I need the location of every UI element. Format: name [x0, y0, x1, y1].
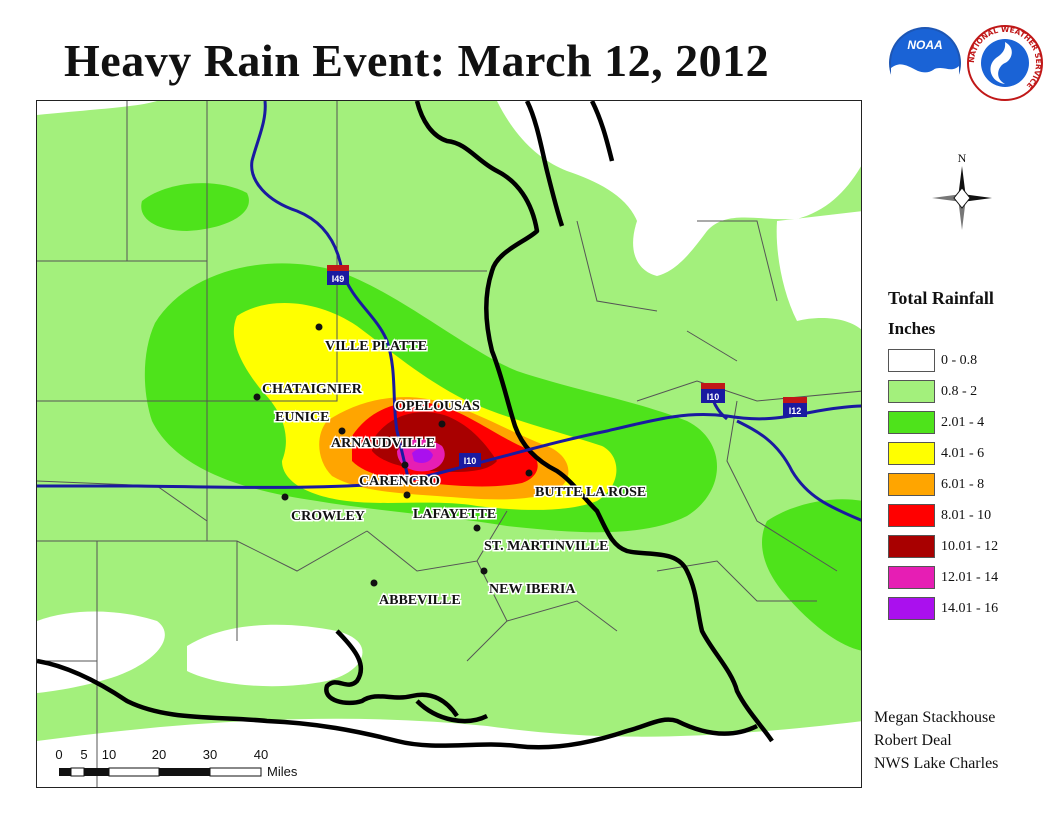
i49-shield: I49 [327, 265, 349, 285]
city-label: ABBEVILLE [379, 593, 461, 608]
i12-shield: I12 [783, 397, 807, 417]
city-label: NEW IBERIA [489, 582, 576, 597]
rain-band-0-0.8-northeast [497, 101, 861, 276]
rainfall-map: I49 I10 I10 I12 [36, 100, 862, 788]
rain-band-0-0.8-southwest [37, 611, 165, 693]
credit-line: Megan Stackhouse [874, 709, 996, 726]
i10-shield-east: I10 [701, 383, 725, 403]
legend-swatch [888, 349, 935, 372]
city-dot [281, 493, 289, 501]
scale-tick-label: 30 [203, 747, 217, 762]
legend-label: 14.01 - 16 [941, 600, 999, 616]
scale-bar: 0 5 10 20 30 40 Miles [55, 747, 297, 779]
legend-label: 10.01 - 12 [941, 538, 999, 554]
legend-title: Total Rainfall [888, 288, 994, 308]
legend-label: 6.01 - 8 [941, 476, 985, 492]
legend-item: 0 - 0.8 [888, 345, 1048, 376]
scale-tick-label: 10 [102, 747, 116, 762]
credit-line: Robert Deal [874, 732, 952, 749]
city-label: VILLE PLATTE [325, 339, 427, 354]
north-arrow: N [930, 150, 994, 234]
city-dot [473, 524, 481, 532]
city-label: CROWLEY [291, 509, 365, 524]
scale-unit: Miles [267, 764, 298, 779]
legend-swatch [888, 597, 935, 620]
legend-swatch [888, 504, 935, 527]
legend-item: 6.01 - 8 [888, 469, 1048, 500]
svg-text:I12: I12 [789, 406, 802, 416]
svg-text:I10: I10 [464, 456, 477, 466]
noaa-logo: NOAA [888, 26, 962, 108]
scale-tick-label: 5 [80, 747, 87, 762]
legend-swatch [888, 380, 935, 403]
rain-band-0-0.8-east [776, 211, 861, 330]
rain-band-14-16 [412, 448, 433, 463]
city-label: CHATAIGNIER [262, 382, 363, 397]
legend-item: 8.01 - 10 [888, 500, 1048, 531]
legend-item: 4.01 - 6 [888, 438, 1048, 469]
legend-swatch [888, 535, 935, 558]
legend-swatch [888, 442, 935, 465]
city-dot [253, 393, 261, 401]
credits: Megan Stackhouse Robert Deal NWS Lake Ch… [874, 706, 998, 775]
credit-line: NWS Lake Charles [874, 755, 999, 772]
rain-band-2-4-southeast [762, 499, 861, 651]
city-label: ST. MARTINVILLE [484, 539, 609, 554]
legend-label: 0 - 0.8 [941, 352, 978, 368]
city-dot [338, 427, 346, 435]
parish-lines [37, 101, 861, 787]
legend-item: 10.01 - 12 [888, 531, 1048, 562]
legend-item: 12.01 - 14 [888, 562, 1048, 593]
scale-tick-label: 20 [152, 747, 166, 762]
legend-label: 4.01 - 6 [941, 445, 985, 461]
city-dot [480, 567, 488, 575]
highway-shields: I49 I10 I10 I12 [327, 265, 807, 467]
legend-label: 0.8 - 2 [941, 383, 978, 399]
city-dot [370, 579, 378, 587]
scale-tick-label: 40 [254, 747, 268, 762]
legend-item: 0.8 - 2 [888, 376, 1048, 407]
city-label: CARENCRO [359, 474, 440, 489]
legend-label: 2.01 - 4 [941, 414, 985, 430]
city-dots [253, 323, 533, 587]
nws-logo: NATIONAL WEATHER SERVICE [966, 24, 1044, 102]
i12-route [736, 419, 861, 522]
svg-text:I10: I10 [707, 392, 720, 402]
i10-shield-center: I10 [459, 453, 481, 467]
rain-band-0-0.8-south [187, 624, 363, 687]
city-dot [403, 491, 411, 499]
city-label: LAFAYETTE [413, 507, 496, 522]
rainfall-legend: Total Rainfall Inches 0 - 0.8 0.8 - 2 2.01… [888, 288, 1048, 624]
city-label: ARNAUDVILLE [331, 436, 435, 451]
city-label: EUNICE [275, 410, 329, 425]
rain-band-2-4-north [141, 183, 249, 231]
legend-item: 2.01 - 4 [888, 407, 1048, 438]
city-dot [401, 461, 409, 469]
scale-tick-label: 0 [55, 747, 62, 762]
legend-swatch [888, 566, 935, 589]
city-dot [525, 469, 533, 477]
legend-label: 12.01 - 14 [941, 569, 999, 585]
legend-units: Inches [888, 319, 936, 338]
major-borders [37, 101, 774, 750]
legend-item: 14.01 - 16 [888, 593, 1048, 624]
noaa-logo-text: NOAA [907, 38, 942, 52]
city-dot [438, 420, 446, 428]
svg-text:I49: I49 [332, 274, 345, 284]
legend-swatch [888, 473, 935, 496]
north-label: N [958, 151, 967, 165]
city-labels: VILLE PLATTE CHATAIGNIER EUNICE OPELOUSA… [261, 338, 648, 610]
city-label: OPELOUSAS [395, 399, 480, 414]
legend-label: 8.01 - 10 [941, 507, 992, 523]
legend-swatch [888, 411, 935, 434]
city-label: BUTTE LA ROSE [535, 485, 646, 500]
city-dot [315, 323, 323, 331]
map-title: Heavy Rain Event: March 12, 2012 [64, 35, 770, 86]
